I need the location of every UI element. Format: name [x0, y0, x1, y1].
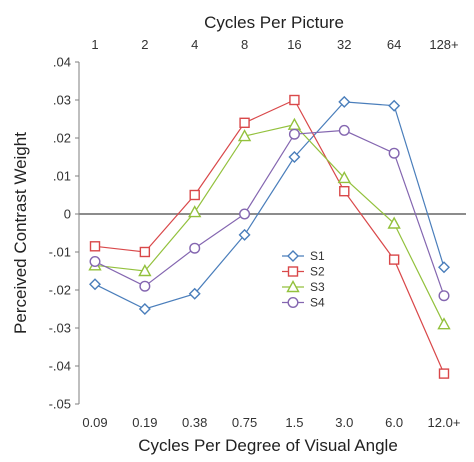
top-tick-label: 2 [141, 37, 148, 52]
data-point [138, 303, 151, 315]
legend-label: S2 [310, 265, 325, 279]
top-tick-label: 16 [287, 37, 301, 52]
data-point [89, 278, 101, 291]
x-tick-label: 0.09 [82, 415, 107, 430]
series-s1 [89, 95, 450, 315]
data-point [238, 228, 251, 241]
y-tick-label: .01 [53, 169, 71, 184]
legend-item-s1: S1 [282, 249, 325, 263]
legend-item-s4: S4 [282, 296, 325, 310]
x-tick-label: 12.0+ [428, 415, 461, 430]
y-tick-label: -.03 [49, 321, 71, 336]
y-tick-label: -.04 [49, 359, 71, 374]
x-tick-label: 0.75 [232, 415, 257, 430]
top-tick-label: 4 [191, 37, 198, 52]
x-tick-label: 6.0 [385, 415, 403, 430]
x-tick-label: 1.5 [285, 415, 303, 430]
y-tick-label: .04 [53, 55, 71, 70]
legend-marker [287, 250, 299, 262]
series-s2 [89, 94, 450, 379]
data-point [139, 246, 151, 258]
top-axis-title: Cycles Per Picture [204, 13, 344, 32]
y-tick-label: -.01 [49, 245, 71, 260]
series-line [94, 129, 445, 296]
y-tick-label: -.02 [49, 283, 71, 298]
legend-item-s3: S3 [282, 280, 325, 294]
y-tick-label: .02 [53, 131, 71, 146]
series-line [94, 101, 445, 310]
data-point [437, 317, 451, 330]
data-point [438, 261, 450, 274]
top-tick-label: 1 [91, 37, 98, 52]
data-point [438, 290, 450, 302]
series-line [94, 99, 445, 374]
legend-marker [287, 266, 299, 277]
data-point [289, 94, 300, 106]
y-tick-label: 0 [64, 207, 71, 222]
y-tick-label: .03 [53, 93, 71, 108]
top-tick-label: 128+ [429, 37, 458, 52]
data-point [89, 241, 101, 252]
data-point [89, 256, 101, 268]
data-point [139, 280, 151, 292]
data-point [387, 216, 401, 229]
data-point [239, 117, 250, 129]
top-tick-label: 32 [337, 37, 351, 52]
x-axis-title: Cycles Per Degree of Visual Angle [138, 436, 398, 455]
legend-label: S1 [310, 249, 325, 263]
x-tick-label: 0.38 [182, 415, 207, 430]
series-s4 [89, 124, 450, 302]
data-point [338, 95, 351, 108]
series-line [94, 124, 445, 325]
legend-label: S4 [310, 296, 325, 310]
data-point [438, 368, 450, 379]
data-point [188, 205, 202, 218]
x-tick-label: 0.19 [132, 415, 157, 430]
legend-item-s2: S2 [282, 265, 325, 279]
y-axis-title: Perceived Contrast Weight [11, 132, 30, 334]
data-point [138, 264, 152, 277]
data-point [189, 242, 201, 254]
data-point [288, 151, 301, 163]
data-point [239, 208, 251, 220]
legend-label: S3 [310, 280, 325, 294]
data-point [338, 124, 350, 136]
data-point [189, 189, 200, 201]
data-point [388, 99, 401, 112]
x-tick-label: 3.0 [335, 415, 353, 430]
top-tick-label: 64 [387, 37, 401, 52]
data-point [288, 128, 300, 140]
data-point [388, 147, 400, 159]
data-point [388, 254, 400, 265]
data-point [287, 117, 302, 130]
legend-marker [286, 280, 300, 293]
legend-marker [287, 297, 299, 309]
y-tick-label: -.05 [49, 397, 71, 412]
data-point [339, 185, 350, 197]
data-point [337, 170, 351, 184]
data-point [188, 287, 201, 300]
data-point [237, 129, 252, 142]
top-tick-label: 8 [241, 37, 248, 52]
